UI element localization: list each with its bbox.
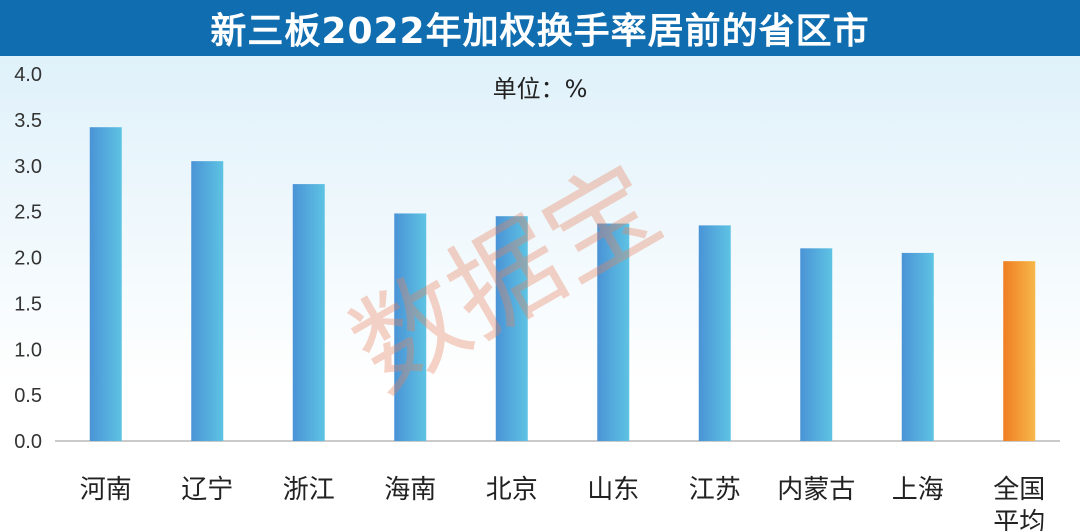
bar-4 [394,213,427,441]
category-label: 上海 [892,475,944,505]
y-tick-label: 3.5 [14,110,42,132]
category-label: 北京 [486,475,538,505]
unit-note: 单位：% [493,75,588,103]
y-tick-label: 3.0 [14,156,42,178]
y-tick-label: 0.0 [14,431,42,453]
chart-title-bar: 新三板2022年加权换手率居前的省区市 [0,0,1080,56]
y-tick-label: 2.0 [14,248,42,270]
bar-2 [191,161,224,441]
bar-3 [292,184,325,441]
y-tick-label: 4.0 [14,64,42,86]
bar-8 [800,248,833,441]
category-label: 海南 [384,475,436,505]
y-tick-label: 1.0 [14,339,42,361]
y-tick-label: 0.5 [14,385,42,407]
bar-6 [597,223,630,441]
category-label: 山东 [587,475,639,505]
y-tick-label: 1.5 [14,293,42,315]
bar-9 [901,252,934,441]
bar-1 [89,127,122,441]
bar-10 [1003,261,1036,441]
bars [89,127,1036,441]
category-label: 全国平均 [993,475,1045,531]
bar-5 [495,216,528,441]
category-label: 内蒙古 [777,475,855,505]
category-label: 辽宁 [181,475,233,505]
chart-title: 新三板2022年加权换手率居前的省区市 [210,11,870,52]
plot-background [0,56,1080,386]
category-label: 浙江 [283,475,335,505]
x-axis: 河南 辽宁 浙江 海南 北京 山东 江苏 内蒙古 上海 全国平均 [80,475,1046,531]
category-label: 江苏 [689,475,741,505]
y-tick-label: 2.5 [14,202,42,224]
bar-7 [698,225,731,441]
category-label: 河南 [80,475,132,505]
bar-chart: 0.0 0.5 1.0 1.5 2.0 2.5 3.0 3.5 4.0 河南 辽宁 浙江 海南 北京 山东… [0,56,1080,531]
